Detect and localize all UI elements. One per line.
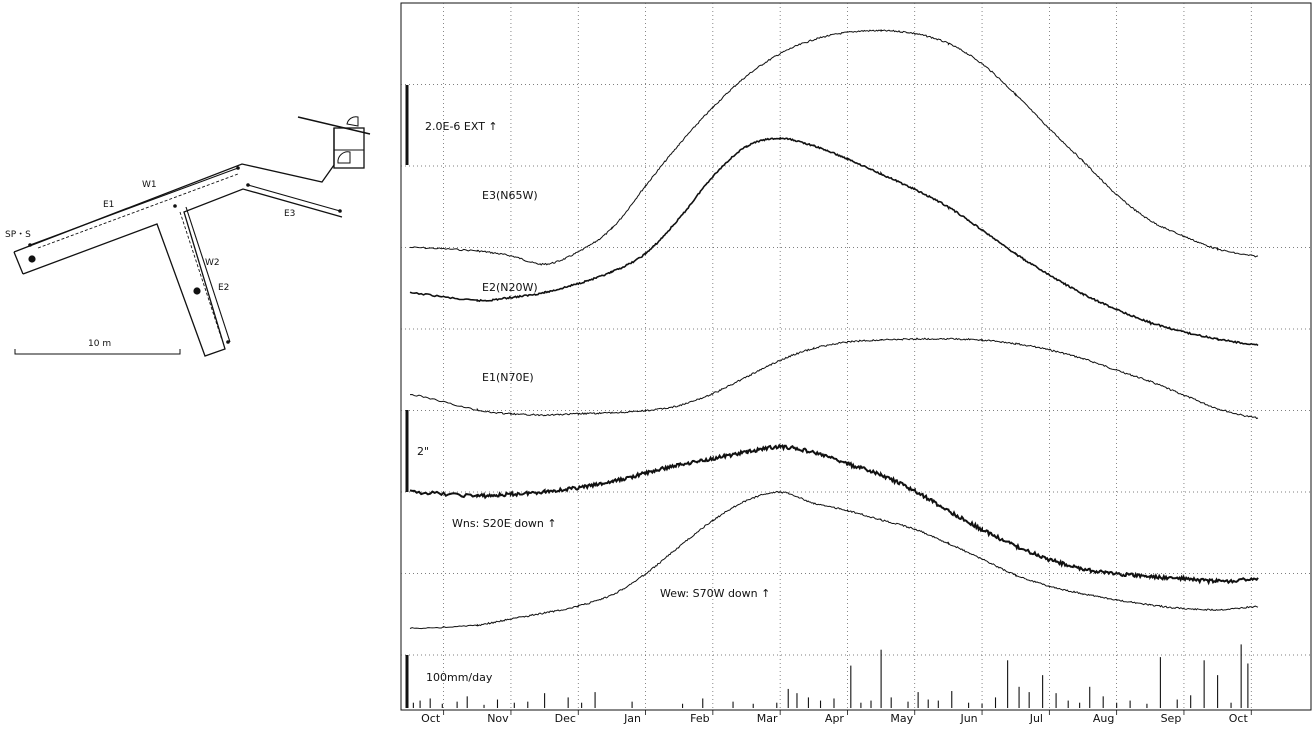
extensometer-e2 (185, 206, 231, 343)
door-arc-1 (346, 116, 359, 127)
station-dot-sp (28, 255, 36, 263)
label-sp-s: SP・S (5, 230, 31, 240)
tunnel-wall-w1-lower (22, 188, 343, 357)
label-e1: E1 (103, 200, 114, 210)
series-lines (409, 29, 1259, 630)
entrance-wall (297, 116, 371, 135)
month-ticks: Oct Nov Dec Jan Feb Mar Apr May Jun Jul Aug Sep Oct (421, 710, 1252, 725)
scale-label: 10 m (88, 339, 111, 349)
series-label-wns: Wns: S20E down ↑ (452, 517, 557, 530)
e2-end-dot (173, 204, 177, 208)
month-tick-label: Oct (421, 712, 441, 725)
month-tick-label: Oct (1229, 712, 1249, 725)
tiltmeter-w1 (37, 173, 239, 249)
e1-end-dot (28, 243, 32, 247)
extensometer-e1 (29, 167, 239, 246)
rain-scale-label: 100mm/day (426, 671, 493, 684)
month-tick-label: Jul (1029, 712, 1043, 725)
month-tick-label: Apr (825, 712, 845, 725)
month-tick-label: Aug (1093, 712, 1114, 725)
month-tick-label: May (890, 712, 913, 725)
label-w1: W1 (142, 180, 157, 190)
label-e3: E3 (284, 209, 295, 219)
e3-end-dot (246, 183, 250, 187)
series-label-wew: Wew: S70W down ↑ (660, 587, 770, 600)
series-label-e2: E2(N20W) (482, 281, 538, 294)
entrance-box (333, 127, 365, 169)
tiltmeter-w2 (179, 211, 223, 341)
month-tick-label: Jun (959, 712, 977, 725)
e3-head-dot (338, 209, 342, 213)
time-series-chart: Oct Nov Dec Jan Feb Mar Apr May Jun Jul Aug Sep Oct … (400, 2, 1312, 725)
plot-frame (400, 2, 1312, 711)
series-line (409, 490, 1259, 630)
tilt-scale-label: 2" (417, 445, 429, 458)
rainfall-bars (412, 644, 1249, 708)
label-e2: E2 (218, 283, 229, 293)
series-line (409, 136, 1259, 347)
tunnel-end-cap (13, 251, 24, 275)
month-tick-label: Jan (623, 712, 641, 725)
e2-head-dot (226, 340, 230, 344)
tunnel-plan-diagram: SP・S E1 W1 E3 W2 E2 10 m (5, 116, 371, 357)
series-label-e3: E3(N65W) (482, 189, 538, 202)
month-tick-label: Nov (487, 712, 509, 725)
series-line (409, 29, 1259, 266)
scale-bar (14, 349, 181, 355)
station-dot-w2 (193, 287, 201, 295)
month-tick-label: Dec (555, 712, 576, 725)
strain-scale-label: 2.0E-6 EXT ↑ (425, 120, 498, 133)
month-tick-label: Sep (1161, 712, 1182, 725)
horizontal-gridlines (401, 84, 1311, 656)
label-w2: W2 (205, 258, 220, 268)
extensometer-e3 (247, 184, 341, 212)
e1-head-dot (236, 166, 240, 170)
door-arc-2 (337, 151, 351, 164)
month-tick-label: Feb (690, 712, 709, 725)
series-label-e1: E1(N70E) (482, 371, 534, 384)
month-tick-label: Mar (757, 712, 778, 725)
series-line (409, 443, 1259, 586)
vertical-gridlines (443, 3, 1252, 710)
series-line (409, 337, 1259, 420)
